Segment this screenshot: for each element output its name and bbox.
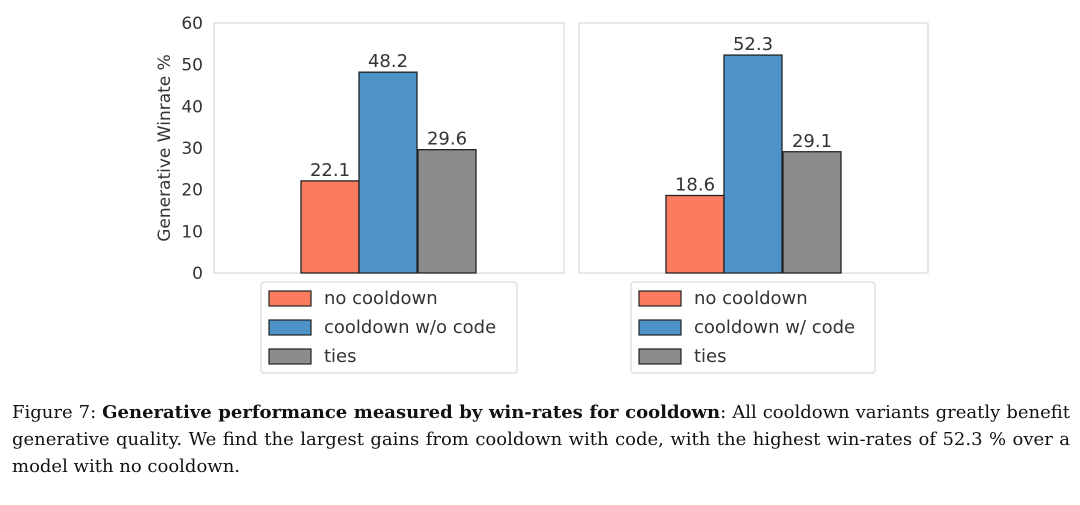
y-axis-label: Generative Winrate % — [155, 54, 175, 242]
legend: no cooldown cooldown w/ code ties — [630, 281, 876, 374]
data-label: 29.1 — [792, 131, 832, 152]
bar — [665, 194, 725, 274]
y-tick-label: 30 — [181, 139, 203, 159]
caption-rest: : All cooldown variants greatly benefit … — [12, 402, 1070, 477]
data-label: 52.3 — [733, 34, 773, 55]
legend-label: cooldown w/o code — [324, 317, 496, 338]
bar — [782, 151, 842, 274]
chart-panel-2: 18.6 52.3 29.1 no cooldown cooldown w/ code t… — [578, 22, 929, 374]
y-tick-label: 50 — [181, 56, 203, 76]
legend-swatch — [268, 348, 312, 365]
legend-swatch — [268, 319, 312, 336]
legend-swatch — [268, 290, 312, 307]
data-label: 18.6 — [675, 175, 715, 196]
legend: no cooldown cooldown w/o code ties — [260, 281, 518, 374]
legend-frame — [630, 281, 876, 374]
y-tick-label: 10 — [181, 222, 203, 242]
legend-swatch — [638, 348, 682, 365]
y-tick-label: 40 — [181, 97, 203, 117]
data-label: 48.2 — [368, 51, 408, 72]
legend-swatch — [638, 290, 682, 307]
data-label: 29.6 — [427, 129, 467, 150]
figure: 0 10 20 30 40 50 60 Generative Winrate % 22.1 48.… — [155, 14, 929, 374]
legend-label: no cooldown — [694, 288, 808, 309]
caption-prefix: Figure 7: — [12, 402, 97, 423]
bar — [300, 180, 360, 274]
bar — [358, 71, 418, 274]
caption-bold: Generative performance measured by win-r… — [102, 402, 721, 423]
legend-frame — [260, 281, 518, 374]
data-label: 22.1 — [310, 160, 350, 181]
y-tick-label: 0 — [192, 264, 203, 284]
legend-swatch — [638, 319, 682, 336]
legend-label: ties — [694, 346, 727, 367]
y-tick-label: 60 — [181, 14, 203, 34]
y-tick-label: 20 — [181, 181, 203, 201]
legend-label: ties — [324, 346, 357, 367]
legend-label: no cooldown — [324, 288, 438, 309]
chart-panel-1: 0 10 20 30 40 50 60 Generative Winrate % 22.1 48.… — [155, 14, 565, 374]
legend-label: cooldown w/ code — [694, 317, 855, 338]
bar — [723, 54, 783, 274]
figure-caption: Figure 7: Generative performance measure… — [12, 399, 1070, 480]
bar — [417, 149, 477, 274]
